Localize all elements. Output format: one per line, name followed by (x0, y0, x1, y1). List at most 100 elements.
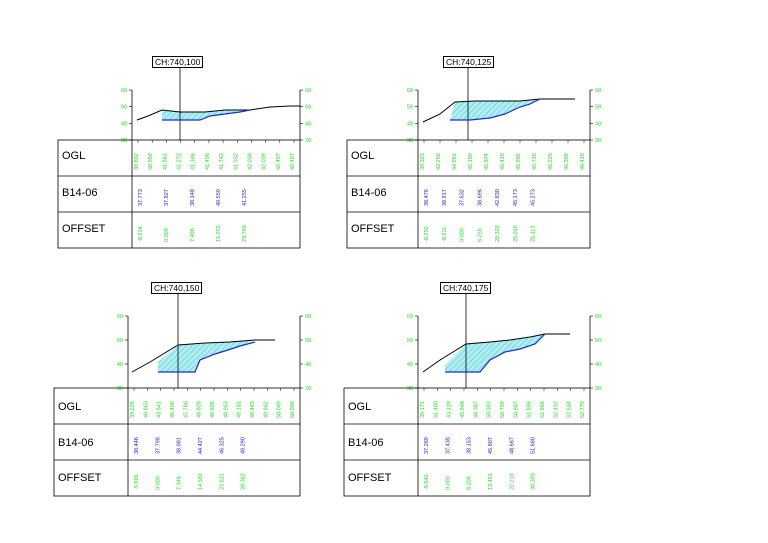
cut-area (158, 340, 255, 372)
b14-value: 38.140 (190, 189, 196, 206)
ogl-value: 43.541 (157, 401, 163, 418)
offset-value: 25.015 (513, 225, 519, 242)
cut-area (450, 99, 540, 120)
right-tick-label: 50 (305, 105, 311, 111)
left-tick-label: 40 (407, 121, 413, 127)
offset-value: -9.640 (424, 474, 430, 490)
right-tick-label: 40 (305, 362, 311, 368)
left-tick-label: 50 (407, 105, 413, 111)
ogl-value: 46.418 (580, 153, 586, 170)
row-label-b14-06: B14-06 (58, 437, 94, 449)
b14-value: 48.290 (241, 437, 247, 454)
design-line (450, 98, 541, 121)
ogl-value: 48.828 (197, 401, 203, 418)
ogl-value: 42.407 (276, 153, 282, 170)
ogl-value: 41.272 (177, 153, 183, 170)
ground-line (422, 98, 575, 123)
ogl-value: 50.887 (513, 401, 519, 418)
ogl-value: 47.766 (183, 401, 189, 418)
ogl-value: 41.742 (219, 153, 225, 170)
b14-value: 44.427 (198, 437, 204, 454)
row-label-offset: OFFSET (351, 223, 395, 235)
ogl-value: 50.799 (500, 401, 506, 418)
row-label-b14-06: B14-06 (62, 187, 98, 199)
b14-value: 37.435 (445, 437, 451, 454)
design-line (162, 109, 251, 121)
ogl-value: 38.892 (134, 153, 140, 170)
table-frame (343, 387, 591, 497)
ogl-value: 46.389 (564, 153, 570, 170)
left-tick-label: 50 (121, 105, 127, 111)
row-label-b14-06: B14-06 (351, 187, 387, 199)
b14-value: 40.550 (216, 189, 222, 206)
b14-value: 46.325 (219, 437, 225, 454)
b14-value: 38.446 (134, 437, 140, 454)
ogl-value: 48.863 (223, 401, 229, 418)
offset-value: 20.329 (495, 225, 501, 242)
ogl-value: 42.407 (290, 153, 296, 170)
b14-value: 38.081 (177, 437, 183, 454)
offset-value: 0.000 (460, 228, 466, 242)
chainage-label: CH:740,150 (151, 282, 203, 294)
chainage-label: CH:740,175 (440, 282, 492, 294)
offset-value: -8.250 (424, 226, 430, 242)
offset-value: 28.362 (241, 473, 247, 490)
left-tick-label: 60 (407, 314, 413, 320)
offset-value: 15.255 (216, 225, 222, 242)
ground-line (422, 333, 570, 373)
right-tick-label: 60 (595, 314, 601, 320)
offset-value: 13.481 (488, 473, 494, 490)
ogl-value: 49.862 (263, 401, 269, 418)
row-label-offset: OFFSET (58, 472, 102, 484)
ogl-value: 43.129 (447, 401, 453, 418)
design-line (158, 341, 256, 373)
ogl-value: 50.008 (290, 401, 296, 418)
left-tick-label: 50 (117, 338, 123, 344)
ogl-value: 41.552 (233, 153, 239, 170)
ground-line (136, 105, 300, 121)
left-tick-label: 30 (121, 138, 127, 144)
b14-value: 37.632 (460, 189, 466, 206)
row-label-b14-06: B14-06 (348, 437, 384, 449)
right-tick-label: 30 (595, 386, 601, 392)
ogl-value: 49.151 (237, 401, 243, 418)
ogl-value: 44.561 (452, 153, 458, 170)
b14-value: 48.667 (509, 437, 515, 454)
ogl-value: 45.948 (460, 401, 466, 418)
right-tick-label: 60 (305, 314, 311, 320)
b14-value: 37.773 (138, 189, 144, 206)
b14-value: 51.680 (531, 437, 537, 454)
offset-value: 0.000 (164, 228, 170, 242)
ogl-value: 52.534 (567, 401, 573, 418)
ogl-value: 50.387 (487, 401, 493, 418)
ogl-value: 42.039 (262, 153, 268, 170)
left-tick-label: 50 (407, 338, 413, 344)
right-tick-label: 30 (305, 138, 311, 144)
right-tick-label: 40 (595, 362, 601, 368)
ogl-value: 48.387 (473, 401, 479, 418)
offset-value: 23.621 (219, 473, 225, 490)
table-frame (57, 139, 301, 249)
b14-value: 38.153 (467, 437, 473, 454)
right-tick-label: 50 (595, 338, 601, 344)
ogl-value: 45.718 (532, 153, 538, 170)
ogl-value: 41.561 (162, 153, 168, 170)
ogl-value: 45.406 (170, 401, 176, 418)
b14-value: 45.807 (488, 437, 494, 454)
chainage-label: CH:740,125 (443, 56, 495, 68)
ogl-value: 49.443 (250, 401, 256, 418)
right-tick-label: 50 (305, 338, 311, 344)
ogl-value: 51.966 (540, 401, 546, 418)
b14-value: 37.827 (164, 189, 170, 206)
left-tick-label: 60 (117, 314, 123, 320)
right-tick-label: 40 (305, 121, 311, 127)
b14-value: 37.269 (424, 437, 430, 454)
ogl-value: 42.256 (436, 153, 442, 170)
ogl-value: 41.403 (433, 401, 439, 418)
left-tick-label: 40 (117, 362, 123, 368)
ogl-value: 39.228 (130, 401, 136, 418)
